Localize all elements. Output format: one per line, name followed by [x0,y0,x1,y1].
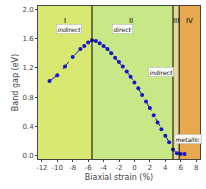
svg-text:4: 4 [163,164,168,172]
svg-text:0: 0 [132,164,136,172]
svg-text:Band gap (eV): Band gap (eV) [11,54,20,111]
svg-text:-4: -4 [100,164,108,172]
svg-text:8: 8 [194,164,198,172]
svg-text:6: 6 [178,164,183,172]
svg-text:0.0: 0.0 [22,152,33,160]
svg-text:1.6: 1.6 [22,35,34,43]
svg-text:-8: -8 [69,164,76,172]
svg-text:direct: direct [114,26,132,33]
svg-text:-6: -6 [85,164,93,172]
svg-text:-10: -10 [52,164,63,172]
svg-text:indirect: indirect [150,69,173,76]
svg-text:indirect: indirect [58,26,81,33]
svg-text:-2: -2 [116,164,123,172]
svg-text:II: II [129,17,133,25]
svg-text:0.4: 0.4 [22,123,34,131]
svg-text:-12: -12 [36,164,47,172]
svg-text:2.0: 2.0 [22,6,33,14]
svg-text:0.8: 0.8 [22,94,33,102]
svg-text:I: I [64,17,66,25]
svg-text:IV: IV [186,17,193,25]
svg-text:metallic: metallic [176,136,201,143]
svg-text:2: 2 [148,164,152,172]
svg-text:1.2: 1.2 [22,64,33,72]
svg-text:III: III [173,17,179,25]
svg-text:Biaxial strain (%): Biaxial strain (%) [85,173,153,182]
